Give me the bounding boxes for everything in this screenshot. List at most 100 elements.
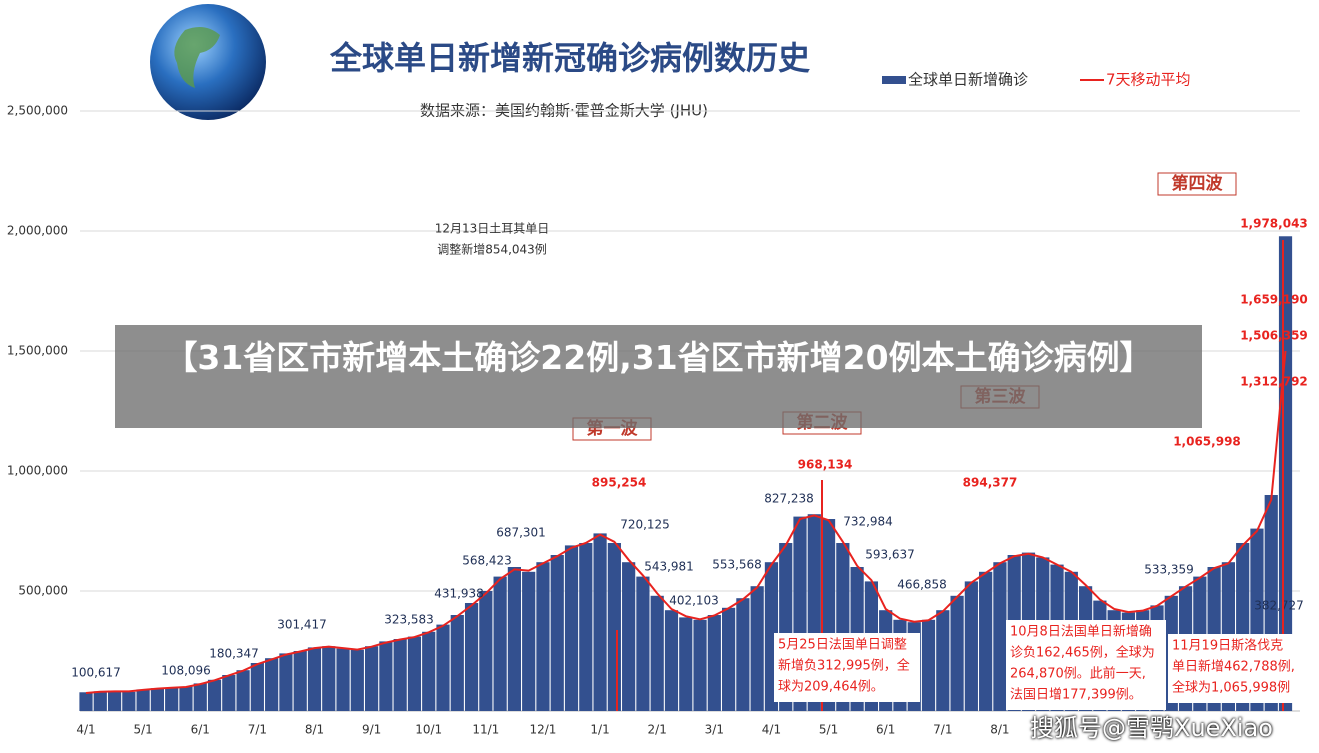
bar [736,598,750,711]
annotation: 301,417 [277,618,327,632]
annotation: 894,377 [963,476,1018,490]
bar [165,687,179,711]
x-tick-label: 8/1 [990,723,1009,737]
bar [522,571,536,711]
bar [707,615,721,711]
bar [79,692,93,711]
callout-text: 新增负312,995例，全 [778,658,910,674]
callout-text: 264,870例。此前一天, [1010,666,1146,682]
bar [322,646,336,711]
bar [279,653,293,711]
annotation: 543,981 [644,560,694,574]
annotation: 323,583 [384,613,434,627]
annotation: 593,637 [865,548,915,562]
annotation: 100,617 [71,666,121,680]
callout-text: 单日新增462,788例, [1172,659,1295,675]
annotation: 1,659,190 [1240,293,1308,307]
callout-text: 全球为1,065,998例 [1172,680,1290,696]
wave-label: 第四波 [1172,173,1224,194]
annotation: 968,134 [798,458,853,472]
bar [393,639,407,711]
bar [193,683,207,711]
bar [122,691,136,711]
x-tick-label: 3/1 [705,723,724,737]
bar [622,562,636,711]
bar [650,595,664,711]
annotation: 720,125 [620,518,670,532]
chart-title: 全球单日新增新冠确诊病例数历史 [329,39,810,77]
bar [607,543,621,711]
x-tick-label: 11/1 [472,723,499,737]
bar [222,675,236,711]
callout-text: 12月13日土耳其单日 [435,222,550,236]
x-tick-label: 1/1 [590,723,609,737]
bar [464,603,479,711]
x-tick-label: 6/1 [191,723,210,737]
globe-land [174,26,220,88]
callout-text: 法国日增177,399例。 [1010,688,1142,703]
bar [365,646,379,711]
annotation: 687,301 [496,526,546,540]
y-tick-label: 2,000,000 [7,224,68,238]
bar [407,636,422,711]
annotation: 180,347 [209,647,259,661]
bar [293,651,307,711]
globe [150,4,266,120]
bar [379,641,393,711]
bar [664,610,679,711]
bar [750,586,764,711]
bar [536,562,550,711]
bar [507,567,521,711]
moving-average-line [85,350,1287,694]
bar [450,615,464,711]
annotation: 827,238 [764,492,814,506]
bar [136,689,150,711]
callout-box [1006,620,1166,710]
x-tick-label: 5/1 [819,723,838,737]
bar [493,576,507,711]
callout-box [1168,634,1296,703]
x-tick-label: 7/1 [248,723,267,737]
bar [236,670,250,711]
annotation: 402,103 [669,594,719,608]
wave-box [1157,172,1237,196]
bar [593,533,607,711]
x-tick-label: 10/1 [415,723,442,737]
bar [936,610,950,711]
x-tick-label: 8/1 [305,723,324,737]
annotation: 1,978,043 [1240,217,1308,231]
annotation: 466,858 [897,578,947,592]
bar [250,663,264,711]
bar [336,648,350,711]
bar [436,624,450,711]
callout-text: 球为209,464例。 [778,680,884,695]
annotation: 568,423 [462,554,512,568]
legend-label: 7天移动平均 [1106,71,1191,89]
bar [207,679,222,711]
bar [564,545,579,711]
callout-box [774,633,920,702]
bar [579,543,593,711]
x-tick-label: 12/1 [529,723,556,737]
annotation: 431,938 [434,587,484,601]
bar [550,555,564,711]
annotation: 108,096 [161,664,211,678]
x-tick-label: 4/1 [76,723,95,737]
bar [950,595,964,711]
legend-swatch [882,76,906,84]
news-banner: 【31省区市新增本土确诊22例,31省区市新增20例本土确诊病例】 [115,325,1202,428]
annotation: 1,312,792 [1240,375,1308,389]
bar [265,658,279,711]
x-tick-label: 7/1 [933,723,952,737]
y-tick-label: 1,000,000 [7,464,68,478]
annotation: 553,568 [712,558,762,572]
bar [921,619,936,711]
y-tick-label: 1,500,000 [7,344,68,358]
callout-text: 5月25日法国单日调整 [778,638,907,653]
x-tick-label: 6/1 [876,723,895,737]
bar [150,688,164,711]
y-tick-label: 2,500,000 [7,104,68,118]
bar [93,691,107,711]
annotation: 1,065,998 [1173,435,1241,449]
